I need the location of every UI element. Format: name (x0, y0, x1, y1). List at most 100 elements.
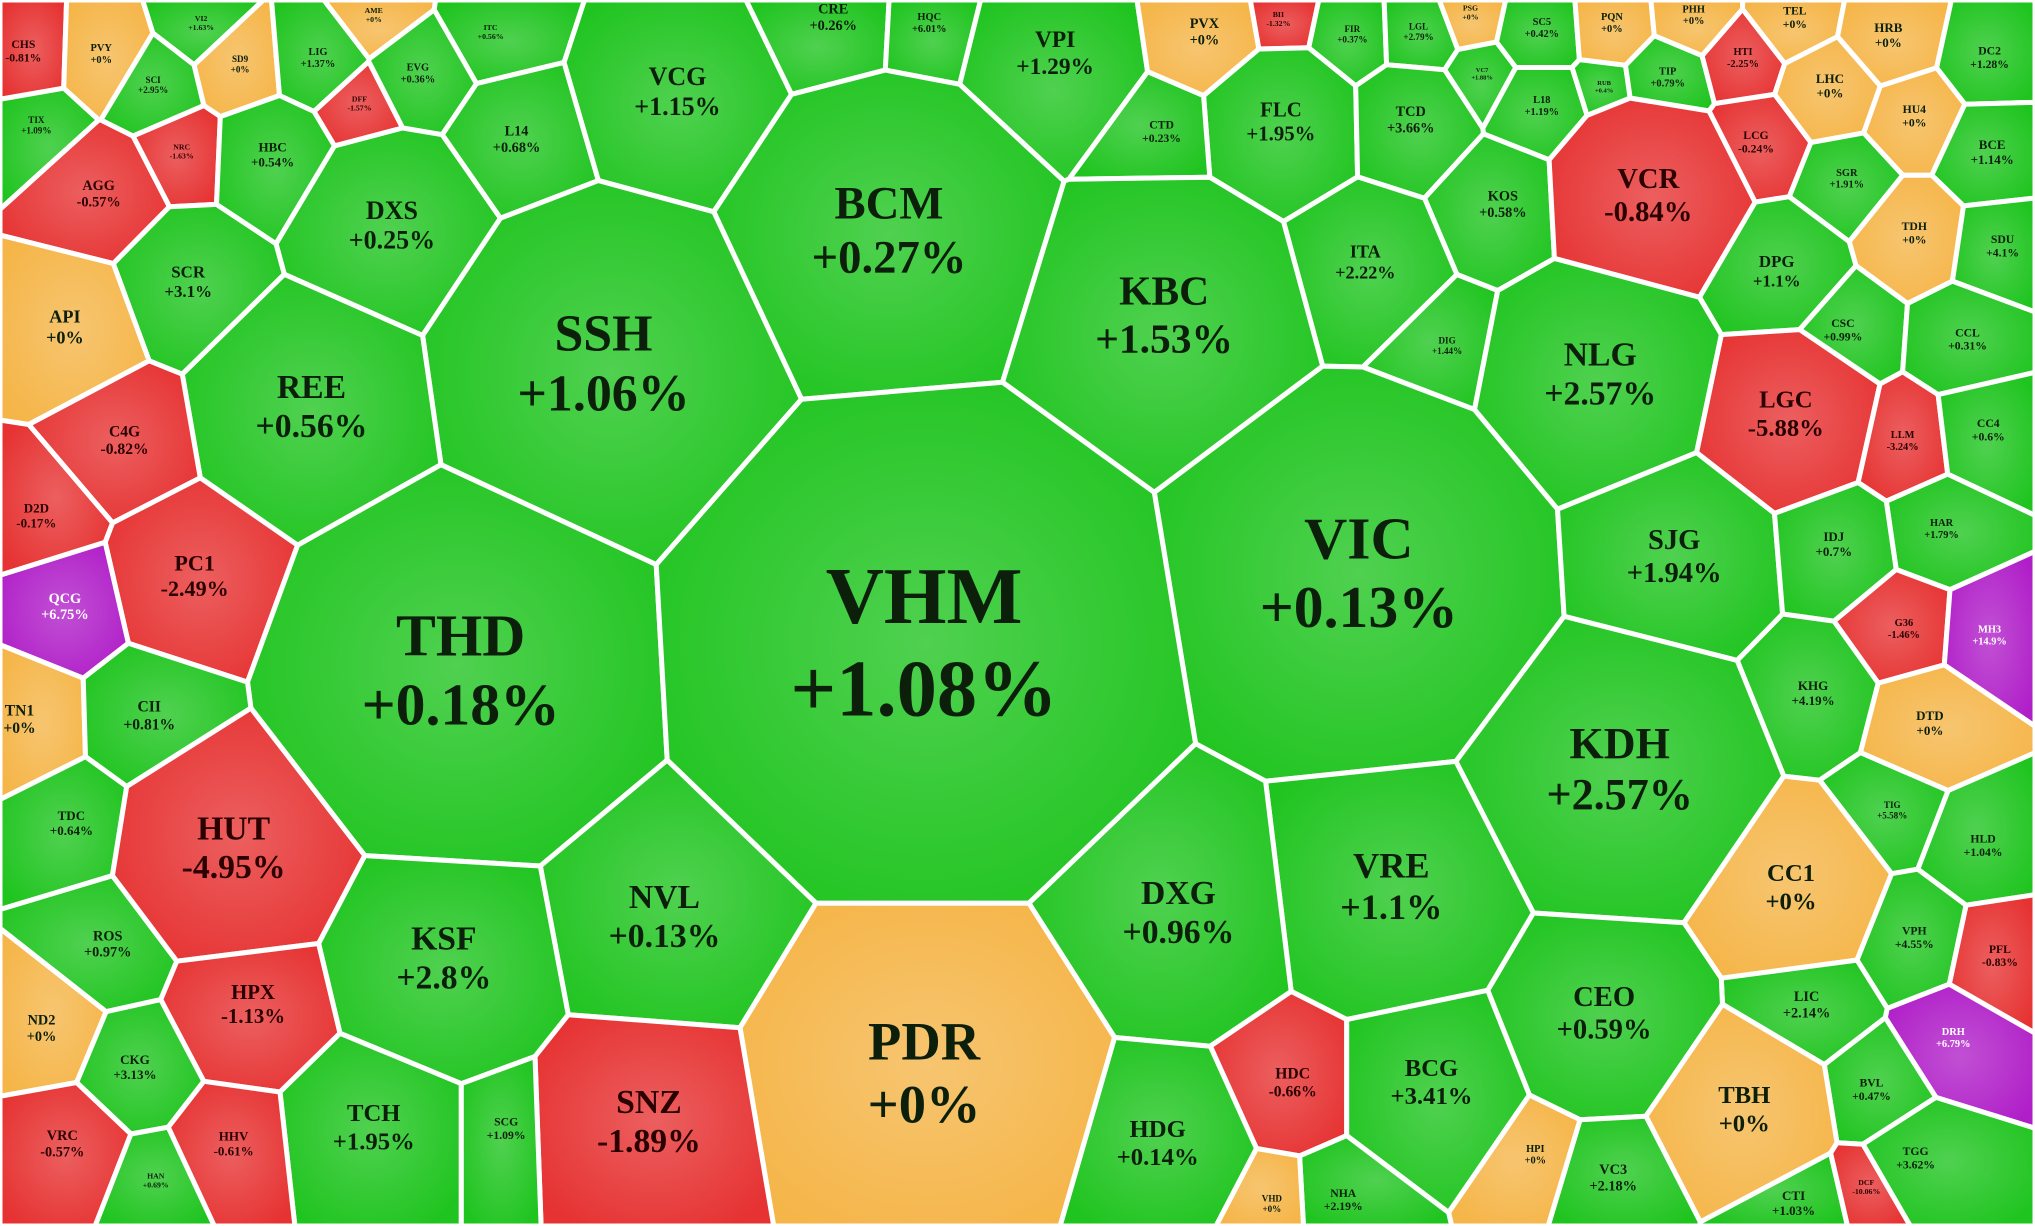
ticker: PFL (1989, 943, 2011, 956)
ticker: HQC (917, 12, 941, 23)
ticker: DIG (1438, 336, 1455, 346)
change: +0.37% (1337, 35, 1367, 45)
ticker: VCG (649, 62, 707, 91)
ticker: ITA (1350, 242, 1381, 262)
change: +0.69% (143, 1180, 169, 1189)
change: +1.88% (1471, 74, 1493, 81)
ticker: HBC (258, 140, 286, 155)
ticker: KHG (1798, 678, 1828, 693)
change: +3.1% (164, 282, 212, 301)
ticker: SCR (171, 263, 206, 282)
ticker: LIG (308, 47, 327, 58)
change: +5.58% (1877, 811, 1907, 821)
change: -0.83% (1982, 956, 2018, 969)
ticker: KOS (1488, 188, 1518, 204)
change: -1.46% (1888, 630, 1920, 641)
ticker: CSC (1831, 317, 1854, 330)
change: +1.91% (1830, 180, 1865, 191)
change: +2.18% (1589, 1178, 1636, 1194)
change: +0% (1765, 888, 1816, 915)
ticker: CCL (1955, 326, 1980, 339)
change: +14.9% (1972, 637, 2007, 648)
ticker: FLC (1260, 99, 1302, 122)
change: -0.17% (16, 515, 56, 530)
change: +0.59% (1557, 1015, 1652, 1046)
change: +0% (1916, 723, 1943, 738)
change: +0% (1683, 16, 1705, 27)
change: +1.94% (1627, 558, 1722, 589)
ticker: LCG (1743, 129, 1768, 142)
ticker: DCF (1858, 1178, 1874, 1187)
ticker: CC1 (1767, 860, 1815, 887)
ticker: SGR (1836, 168, 1858, 179)
ticker: KDH (1569, 719, 1669, 768)
ticker: AME (365, 6, 383, 15)
ticker: VPH (1902, 925, 1927, 938)
change: +0% (1190, 32, 1220, 48)
change: -0.57% (77, 195, 121, 211)
ticker: NHA (1330, 1187, 1357, 1200)
change: +0.13% (1260, 574, 1458, 640)
change: +0% (46, 327, 84, 347)
ticker: HAN (147, 1172, 165, 1181)
ticker: BCG (1405, 1055, 1459, 1082)
change: +0% (1902, 233, 1926, 246)
ticker: CTD (1149, 119, 1174, 132)
change: -0.57% (40, 1145, 84, 1161)
change: -10.06% (1852, 1187, 1880, 1196)
ticker: ND2 (28, 1013, 56, 1029)
change: +0% (1719, 1110, 1770, 1137)
ticker: AGG (82, 178, 115, 194)
change: +6.79% (1936, 1039, 1971, 1050)
change: +2.14% (1783, 1006, 1830, 1022)
change: +1.1% (1340, 887, 1442, 927)
change: -0.66% (1269, 1084, 1317, 1101)
ticker: HPX (231, 981, 275, 1004)
ticker: TN1 (5, 702, 34, 719)
change: +0.81% (123, 716, 175, 733)
ticker: ROS (93, 928, 122, 944)
ticker: DXG (1141, 875, 1216, 912)
change: +0% (1783, 18, 1807, 31)
ticker: VPI (1035, 27, 1075, 53)
change: +1.37% (301, 59, 336, 70)
ticker: HU4 (1903, 103, 1927, 116)
change: -1.89% (597, 1123, 701, 1160)
change: +0% (1601, 24, 1623, 35)
change: +4.1% (1986, 246, 2019, 259)
change: +1.03% (1772, 1203, 1815, 1218)
ticker: LLM (1891, 430, 1915, 441)
change: +0.6% (1972, 431, 2005, 444)
change: +0.26% (809, 18, 856, 34)
change: +1.28% (1970, 58, 2009, 71)
change: -1.32% (1266, 19, 1290, 28)
change: -1.13% (221, 1005, 285, 1028)
change: +4.19% (1791, 693, 1834, 708)
change: +0.7% (1816, 544, 1853, 559)
change: +3.62% (1896, 1159, 1935, 1172)
ticker: HRB (1874, 20, 1903, 35)
stock-cell (1213, 1146, 1306, 1226)
ticker: SD9 (232, 54, 249, 64)
change: +2.19% (1324, 1200, 1363, 1213)
change: +0.96% (1123, 914, 1235, 951)
ticker: RUB (1597, 80, 1611, 87)
stock-cell (532, 1012, 777, 1226)
change: +1.14% (1971, 152, 2014, 167)
ticker: HPI (1526, 1144, 1544, 1155)
ticker: REE (277, 369, 346, 406)
change: +0.79% (1650, 78, 1685, 89)
ticker: DPG (1759, 252, 1795, 271)
change: +0.4% (1595, 87, 1613, 94)
ticker: TBH (1718, 1082, 1770, 1109)
ticker: TCH (347, 1100, 401, 1127)
change: +1.19% (1525, 107, 1560, 118)
ticker: VC7 (1476, 67, 1489, 74)
ticker: HHV (219, 1129, 249, 1144)
ticker: TDH (1902, 220, 1927, 233)
ticker: VIC (1304, 505, 1413, 571)
change: +2.79% (1403, 32, 1433, 42)
change: +2.95% (138, 85, 168, 95)
